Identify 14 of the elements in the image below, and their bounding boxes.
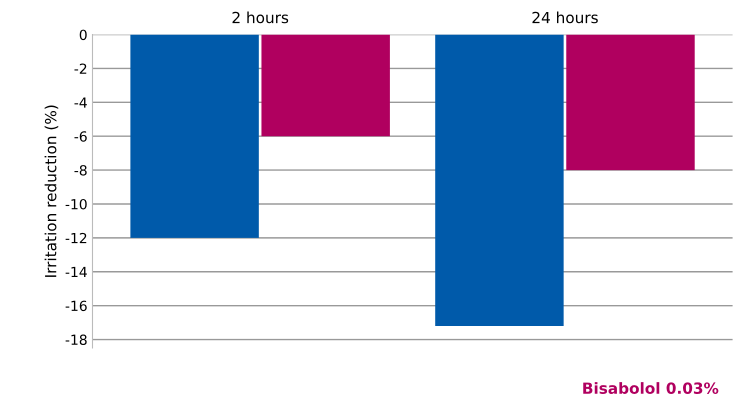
y-tick-label: -2 — [74, 63, 86, 74]
y-tick-label: -10 — [66, 198, 87, 210]
y-tick-label: 0 — [80, 30, 87, 40]
x-tick-label: 24 hours — [532, 11, 598, 24]
y-tick-label: -12 — [66, 232, 86, 244]
y-axis-title: Irritation reduction (%) — [44, 106, 58, 277]
y-tick-label: -8 — [74, 165, 87, 176]
y-tick-label: -14 — [66, 266, 87, 278]
x-tick-label: 2 hours — [232, 11, 288, 24]
y-tick-label: -18 — [66, 334, 87, 345]
y-tick-label: -4 — [74, 98, 87, 108]
y-tick-label: -16 — [66, 300, 87, 312]
y-tick-label: -6 — [74, 131, 87, 142]
text: Bisabolol 0.03% — [583, 382, 718, 394]
